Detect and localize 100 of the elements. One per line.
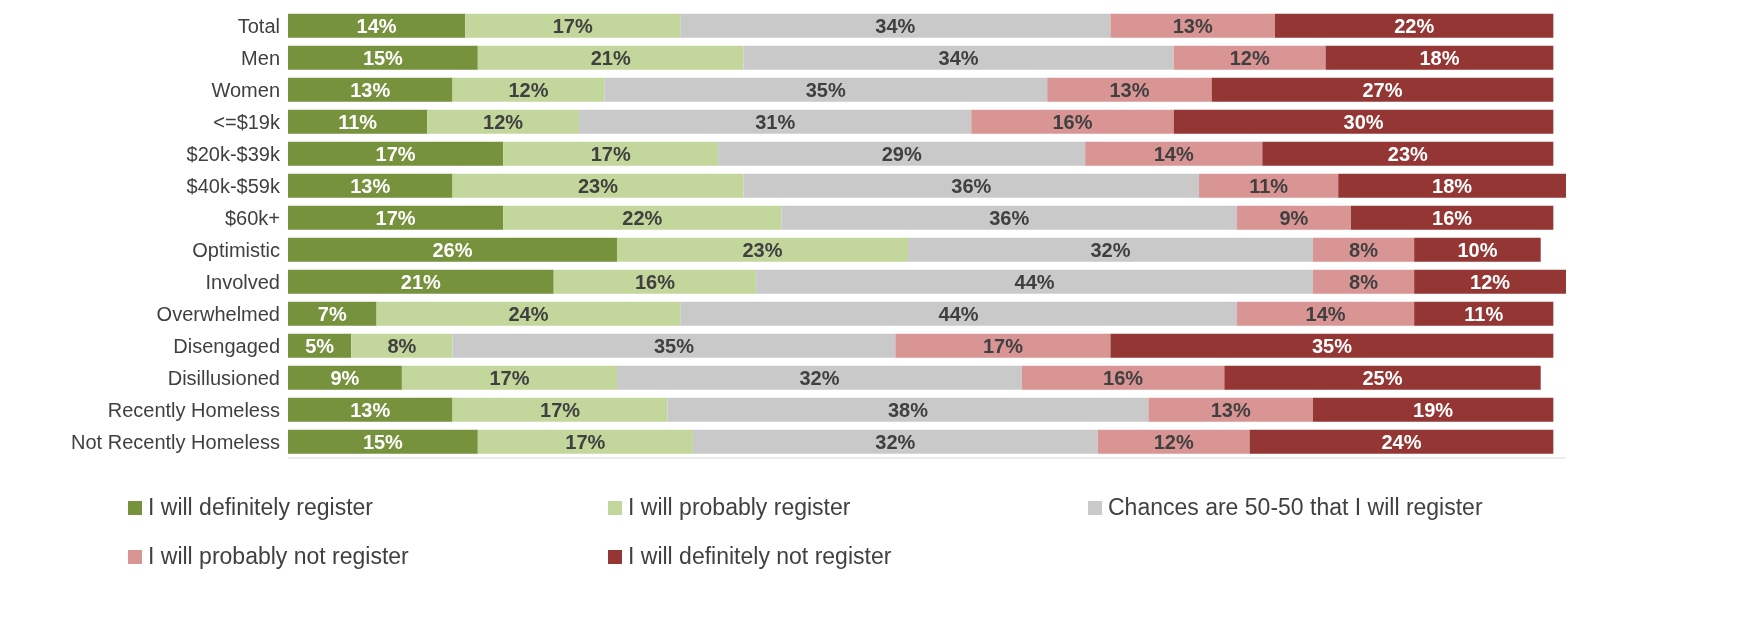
data-label: 5% [305, 334, 335, 357]
data-label: 11% [1249, 174, 1289, 197]
data-label: 35% [653, 334, 695, 357]
data-label: 17% [375, 142, 416, 165]
data-label: 26% [432, 238, 473, 261]
bar [288, 269, 554, 294]
data-label: 21% [590, 46, 631, 69]
bar [1237, 301, 1415, 326]
data-label: 17% [552, 14, 593, 37]
bar [781, 205, 1238, 230]
data-label: 8% [387, 334, 417, 357]
bar [1414, 269, 1566, 294]
data-label: 21% [400, 270, 442, 293]
bar [465, 13, 681, 38]
bar [452, 333, 896, 358]
data-label: 7% [317, 302, 347, 325]
data-label: 24% [508, 302, 549, 325]
data-label: 15% [362, 430, 404, 453]
data-label: 32% [799, 366, 840, 389]
bar [1237, 205, 1351, 230]
data-label: 14% [356, 14, 397, 37]
bar [579, 109, 972, 134]
legend-label: I will definitely not register [628, 543, 892, 570]
bar [1249, 429, 1554, 454]
data-label: 36% [989, 206, 1030, 229]
data-label: 23% [577, 174, 619, 197]
data-label: 13% [1109, 78, 1150, 101]
bar [1110, 333, 1554, 358]
data-label: 16% [1103, 366, 1144, 389]
data-label: 17% [982, 334, 1024, 357]
data-label: 23% [742, 238, 783, 261]
bar [692, 429, 1098, 454]
data-label: 9% [1279, 206, 1309, 229]
data-label: 11% [338, 110, 378, 133]
bar [895, 333, 1111, 358]
data-label: 16% [1432, 206, 1473, 229]
data-label: 44% [938, 302, 979, 325]
legend-label: Chances are 50-50 that I will register [1108, 494, 1483, 521]
y-tick-label: $20k-$39k [186, 143, 281, 166]
y-tick-label: Involved [205, 271, 280, 294]
bar [1274, 13, 1554, 38]
data-label: 10% [1457, 238, 1498, 261]
bar [452, 173, 744, 198]
bar [1211, 77, 1554, 102]
legend-label: I will probably register [628, 494, 851, 521]
bar [288, 205, 504, 230]
data-label: 35% [1311, 334, 1353, 357]
bar [756, 269, 1313, 294]
bar [604, 77, 1048, 102]
bar [1173, 45, 1326, 70]
data-label: 22% [1394, 14, 1435, 37]
data-label: 12% [1470, 270, 1511, 293]
bar [1021, 365, 1225, 390]
bar [288, 141, 504, 166]
legend-label: I will definitely register [148, 494, 373, 521]
data-label: 32% [1090, 238, 1131, 261]
data-label: 27% [1362, 78, 1403, 101]
bar [376, 301, 681, 326]
data-label: 17% [590, 142, 631, 165]
data-label: 36% [951, 174, 992, 197]
bar [452, 77, 605, 102]
bar [680, 301, 1238, 326]
bar [288, 397, 453, 422]
data-label: 18% [1419, 46, 1460, 69]
bar [1199, 173, 1339, 198]
data-label: 12% [483, 110, 524, 133]
data-label: 31% [755, 110, 796, 133]
data-label: 13% [1210, 398, 1251, 421]
y-tick-label: Recently Homeless [107, 399, 280, 422]
y-tick-label: $40k-$59k [186, 175, 281, 198]
y-tick-label: Not Recently Homeless [71, 431, 280, 454]
bar [288, 237, 617, 262]
bar [288, 173, 453, 198]
bar [1224, 365, 1541, 390]
bar [1097, 429, 1250, 454]
y-tick-label: Disengaged [173, 335, 280, 358]
data-label: 16% [1052, 110, 1093, 133]
bar [1173, 109, 1554, 134]
bar [288, 13, 466, 38]
bar [288, 365, 402, 390]
data-label: 17% [565, 430, 606, 453]
data-label: 44% [1014, 270, 1055, 293]
data-label: 14% [1305, 302, 1346, 325]
data-label: 24% [1381, 430, 1422, 453]
data-label: 13% [350, 174, 391, 197]
bar [1047, 77, 1212, 102]
bar [680, 13, 1111, 38]
data-label: 17% [489, 366, 530, 389]
bar [743, 173, 1200, 198]
data-label: 13% [1172, 14, 1213, 37]
data-label: 16% [634, 270, 676, 293]
y-tick-label: Overwhelmed [156, 303, 280, 326]
bar [971, 109, 1174, 134]
bar [288, 109, 428, 134]
bar [288, 429, 478, 454]
bar [288, 45, 478, 70]
data-label: 34% [938, 46, 979, 69]
data-label: 13% [350, 398, 391, 421]
data-label: 14% [1153, 142, 1194, 165]
data-label: 30% [1343, 110, 1384, 133]
